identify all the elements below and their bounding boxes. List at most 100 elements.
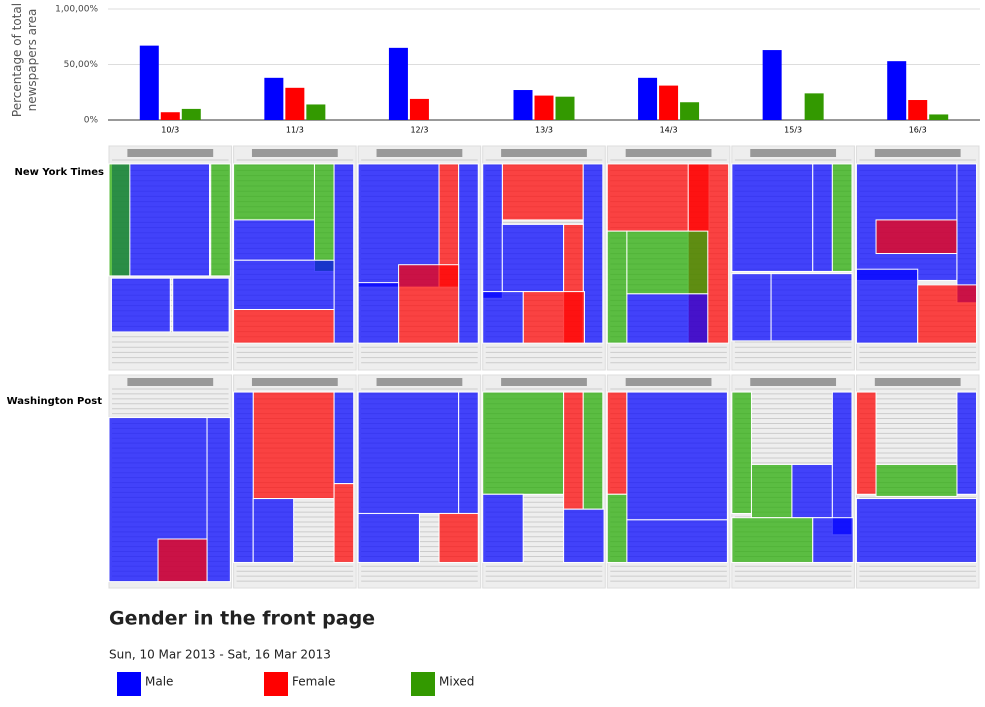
gender-area [482, 163, 503, 299]
legend-swatch [264, 672, 288, 696]
bar [908, 100, 928, 120]
gender-area [626, 293, 709, 344]
gender-area [731, 163, 814, 272]
x-tick-label: 11/3 [286, 126, 304, 135]
gender-area [233, 391, 254, 563]
gender-area [855, 498, 978, 563]
gender-area [438, 512, 479, 563]
title: Gender in the front page [109, 608, 375, 630]
front-page-thumbnail [855, 374, 980, 589]
gender-area [731, 391, 752, 514]
gender-area [501, 223, 565, 293]
x-tick-label: 10/3 [161, 126, 179, 135]
gender-area [233, 259, 335, 311]
gender-area [482, 391, 565, 495]
legend-swatch [117, 672, 141, 696]
bar [513, 90, 533, 120]
gender-area [812, 517, 854, 563]
row-label: Washington Post [7, 396, 103, 407]
legend-label: Mixed [439, 675, 474, 689]
gender-area [875, 219, 958, 255]
bar [139, 45, 159, 120]
front-page-thumbnail [357, 374, 482, 589]
y-tick-label: 0% [84, 116, 99, 126]
gender-area [157, 538, 208, 583]
gender-area [563, 508, 605, 563]
gender-area [108, 163, 131, 277]
masthead [127, 149, 214, 157]
front-page-thumbnail [606, 145, 731, 371]
gender-area [791, 463, 833, 519]
gender-area [233, 163, 315, 221]
gender-area [626, 391, 728, 521]
front-page-thumbnail [855, 145, 980, 371]
bar [264, 77, 284, 120]
bar [285, 87, 305, 120]
bar [638, 77, 658, 120]
masthead [251, 149, 338, 157]
gender-area [357, 391, 460, 514]
masthead [750, 149, 837, 157]
gender-area [956, 391, 978, 495]
bar [534, 95, 554, 120]
masthead [874, 378, 961, 386]
gender-area [831, 163, 853, 272]
x-tick-label: 15/3 [784, 126, 802, 135]
front-page-thumbnail [108, 145, 233, 371]
bar [306, 104, 326, 120]
x-tick-label: 13/3 [535, 126, 553, 135]
masthead [750, 378, 837, 386]
gender-area [233, 219, 315, 261]
x-tick-label: 16/3 [909, 126, 927, 135]
front-page-thumbnail [482, 374, 606, 589]
legend-label: Male [145, 675, 173, 689]
y-tick-label: 1,00,00% [55, 5, 98, 15]
bar [929, 114, 949, 120]
gender-area [252, 391, 335, 500]
gender-area [233, 309, 335, 344]
gender-area [210, 163, 231, 277]
subtitle: Sun, 10 Mar 2013 - Sat, 16 Mar 2013 [109, 648, 331, 662]
gender-area [770, 273, 853, 342]
gender-area [917, 284, 978, 344]
gender-area [333, 483, 355, 563]
masthead [127, 378, 214, 386]
gender-area [582, 391, 604, 510]
gender-area [855, 268, 919, 344]
gender-area [482, 493, 524, 563]
y-axis-label: Percentage of totalnewspapers area [10, 3, 39, 117]
bar [887, 61, 907, 120]
gender-area [626, 519, 728, 563]
masthead [501, 378, 587, 386]
legend-label: Female [292, 675, 335, 689]
front-page-thumbnail [357, 145, 482, 371]
bar [388, 47, 408, 120]
gender-area [458, 163, 479, 344]
bar [555, 96, 575, 120]
front-page-thumbnail [108, 374, 233, 589]
gender-area [252, 498, 295, 563]
masthead [501, 149, 587, 157]
gender-area [875, 463, 958, 497]
gender-area [831, 391, 853, 536]
bar [804, 93, 824, 120]
gender-area [606, 230, 628, 344]
gender-area [482, 291, 524, 344]
gender-area [501, 163, 584, 221]
gender-area [110, 277, 171, 333]
gender-area [357, 512, 420, 563]
bar [409, 98, 429, 120]
gender-area [458, 391, 479, 514]
bar [659, 85, 679, 120]
bar [160, 112, 180, 120]
gender-area [398, 264, 460, 344]
gender-area [172, 277, 230, 333]
masthead [625, 378, 712, 386]
front-page-thumbnail [233, 374, 357, 589]
front-page-thumbnail [482, 145, 606, 371]
gender-area [606, 493, 628, 563]
gender-area [333, 163, 355, 344]
row-label: New York Times [14, 167, 104, 178]
gender-area [956, 163, 978, 304]
